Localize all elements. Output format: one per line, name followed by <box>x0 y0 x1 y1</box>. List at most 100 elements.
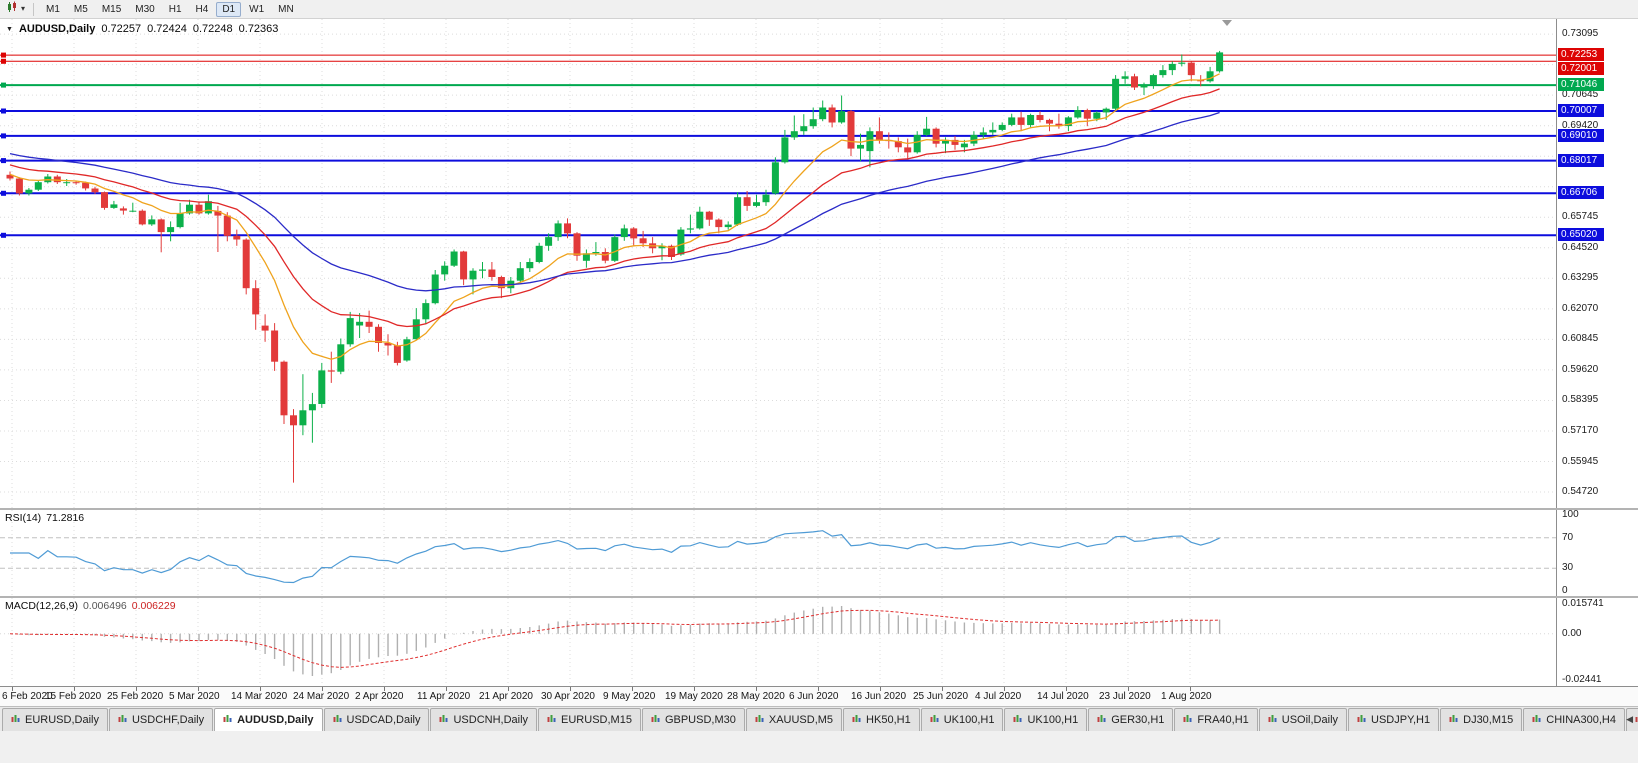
chart-tab-uk100-h1[interactable]: UK100,H1 <box>920 708 1004 731</box>
tab-label: USDJPY,H1 <box>1371 714 1431 726</box>
time-tick <box>880 687 881 691</box>
chart-tab-dj30-m15[interactable]: DJ30,M15 <box>1440 708 1523 731</box>
chart-tab-usoil-daily[interactable]: USOil,Daily <box>1258 708 1348 731</box>
tab-chart-icon <box>1532 714 1542 727</box>
price-level-badge: 0.66706 <box>1558 186 1604 200</box>
time-axis-label: 6 Jun 2020 <box>789 691 839 702</box>
timeframe-button-mn[interactable]: MN <box>278 3 294 15</box>
rsi-panel[interactable]: RSI(14) 71.2816 <box>0 510 1556 596</box>
chart-tab-usdchf-daily[interactable]: USDCHF,Daily <box>108 708 214 731</box>
rsi-axis-label: 0 <box>1562 585 1568 596</box>
candle-body <box>1168 63 1176 71</box>
chart-tab-gbpusd-m30[interactable]: GBPUSD,M30 <box>641 708 745 731</box>
chart-tab-china300-h4[interactable]: CHINA300,H4 <box>1523 708 1625 731</box>
timeframe-button-m30[interactable]: M30 <box>135 3 155 15</box>
chart-type-dropdown-icon[interactable]: ▾ <box>21 4 26 13</box>
time-tick <box>1066 687 1067 691</box>
candle-body <box>157 219 165 233</box>
candle-body <box>894 141 902 148</box>
chart-tab-usdcnh-daily[interactable]: USDCNH,Daily <box>430 708 538 731</box>
macd-axis[interactable]: 0.015741 0.00 -0.02441 <box>1556 598 1638 686</box>
price-level-badge: 0.65020 <box>1558 228 1604 242</box>
candle-body <box>91 188 99 193</box>
chart-tab-uk100-h1[interactable]: UK100,H1 <box>1004 708 1088 731</box>
candle-body <box>753 202 760 206</box>
chart-tab-ger30-h1[interactable]: GER30,H1 <box>1088 708 1174 731</box>
candle-body <box>488 269 496 277</box>
ohlc-low: 0.72248 <box>192 23 233 35</box>
chart-tab-fra40-h1[interactable]: FRA40,H1 <box>1174 708 1258 731</box>
candle-body <box>630 228 638 239</box>
chart-tab-xauusd-m5[interactable]: XAUUSD,M5 <box>745 708 843 731</box>
candle-body <box>942 139 949 144</box>
time-tick <box>508 687 509 691</box>
timeframe-button-m5[interactable]: M5 <box>73 3 88 15</box>
price-axis-label: 0.59620 <box>1562 363 1599 375</box>
time-tick <box>570 687 571 691</box>
chart-tab-usdjpy-h1[interactable]: USDJPY,H1 <box>1348 708 1440 731</box>
candle-body <box>403 339 411 361</box>
candle-body <box>393 345 401 363</box>
timeframe-button-m1[interactable]: M1 <box>46 3 60 15</box>
tab-chart-icon <box>1097 714 1107 727</box>
candle-body <box>998 124 1006 130</box>
candle-body <box>479 269 486 271</box>
candle-body <box>327 370 335 372</box>
tab-chart-icon <box>1449 714 1459 727</box>
candle-body <box>384 343 392 346</box>
macd-value-signal: 0.006229 <box>131 600 176 612</box>
tab-label: EURUSD,Daily <box>25 714 99 726</box>
level-line-handle[interactable] <box>1 58 6 64</box>
level-line-handle[interactable] <box>1 82 6 88</box>
candle-body <box>677 229 685 255</box>
chart-shift-marker[interactable] <box>1222 20 1232 26</box>
macd-axis-label: 0.00 <box>1562 627 1582 639</box>
time-axis-label: 2 Apr 2020 <box>355 691 404 702</box>
panel-splitter-rsi[interactable] <box>0 508 1638 510</box>
candle-body <box>1140 85 1148 88</box>
main-chart-plot[interactable]: ▼ AUDUSD,Daily 0.72257 0.72424 0.72248 0… <box>0 19 1556 508</box>
level-line-handle[interactable] <box>1 108 6 114</box>
timeframe-button-h4[interactable]: H4 <box>195 3 209 15</box>
chart-tab-eurusd-daily[interactable]: EURUSD,Daily <box>2 708 108 731</box>
level-line-handle[interactable] <box>1 133 6 139</box>
tab-chart-icon <box>1013 714 1023 727</box>
ohlc-open: 0.72257 <box>101 23 142 35</box>
chart-tab-audusd-daily[interactable]: AUDUSD,Daily <box>214 708 323 731</box>
timeframe-button-w1[interactable]: W1 <box>249 3 265 15</box>
time-tick <box>1128 687 1129 691</box>
timeframe-button-d1[interactable]: D1 <box>216 1 242 17</box>
top-toolbar: ▾ M1 M5 M15 M30 H1 H4 D1 W1 MN <box>0 0 1638 19</box>
candle-body <box>1121 76 1129 79</box>
level-line-handle[interactable] <box>1 158 6 164</box>
tab-label: HK50,H1 <box>866 714 911 726</box>
macd-panel[interactable]: MACD(12,26,9) 0.006496 0.006229 <box>0 598 1556 686</box>
level-line-handle[interactable] <box>1 52 6 58</box>
price-axis-label: 0.55945 <box>1562 455 1599 467</box>
chart-type-button[interactable]: ▾ <box>4 0 28 19</box>
candle-body <box>1178 62 1186 64</box>
rsi-axis[interactable]: 100 70 30 0 <box>1556 509 1638 596</box>
chart-tab-usoil-h[interactable]: USOil,H <box>1625 708 1638 731</box>
candle-body <box>6 174 14 179</box>
level-line-handle[interactable] <box>1 232 6 238</box>
timeframe-button-h1[interactable]: H1 <box>168 3 182 15</box>
chart-tab-hk50-h1[interactable]: HK50,H1 <box>843 708 920 731</box>
chart-collapse-icon[interactable]: ▼ <box>6 25 13 33</box>
level-line-handle[interactable] <box>1 190 6 196</box>
time-axis[interactable]: 6 Feb 2020 15 Feb 2020 25 Feb 2020 5 Mar 20… <box>0 686 1638 706</box>
tab-scroll-left-icon[interactable]: ◀ <box>1626 714 1633 724</box>
macd-value-main: 0.006496 <box>82 600 127 612</box>
candle-body <box>620 228 628 238</box>
tab-chart-icon <box>1635 714 1638 727</box>
chart-tab-eurusd-m15[interactable]: EURUSD,M15 <box>538 708 641 731</box>
candle-body <box>734 197 742 225</box>
timeframe-button-m15[interactable]: M15 <box>101 3 122 15</box>
candle-body <box>1036 115 1044 120</box>
time-axis-label: 14 Jul 2020 <box>1037 691 1089 702</box>
chart-tab-bar: EURUSD,Daily USDCHF,Daily AUDUSD,Daily USDC… <box>0 706 1638 731</box>
price-axis[interactable]: 0.73095 0.70645 0.69420 0.65745 0.64520 0.632… <box>1556 19 1638 508</box>
chart-tab-usdcad-daily[interactable]: USDCAD,Daily <box>323 708 430 731</box>
candle-body <box>923 128 931 135</box>
panel-splitter-macd[interactable] <box>0 596 1638 598</box>
